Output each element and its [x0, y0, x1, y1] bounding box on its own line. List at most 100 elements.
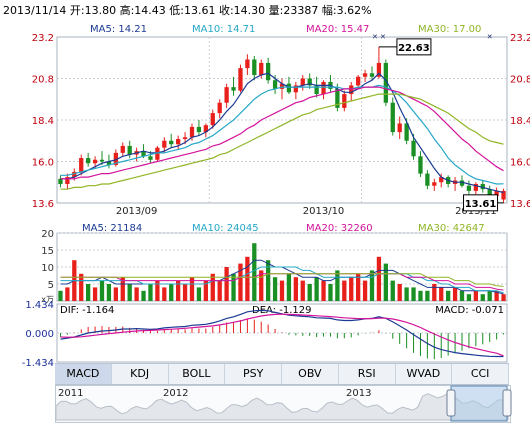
price-candle-body — [259, 62, 264, 76]
price-candle-body — [487, 189, 492, 197]
price-candle-body — [494, 190, 499, 197]
tab-psy[interactable]: PSY — [225, 364, 282, 384]
price-candle-body — [217, 102, 222, 114]
volume-bar — [390, 280, 395, 301]
volume-ma5-legend: MA5: 21184 — [82, 223, 143, 234]
volume-bar — [466, 294, 472, 301]
volume-bar — [307, 284, 312, 301]
price-candle-body — [79, 158, 84, 172]
tab-wvad[interactable]: WVAD — [396, 364, 453, 384]
tab-rsi[interactable]: RSI — [339, 364, 396, 384]
price-candle-body — [252, 59, 257, 76]
price-ytick-right: 23.2 — [510, 33, 530, 44]
volume-bar — [335, 270, 340, 301]
volume-bar — [113, 287, 118, 301]
volume-bar — [314, 277, 319, 301]
price-candle-body — [86, 158, 91, 164]
price-candle-body — [293, 85, 298, 93]
volume-bar — [487, 290, 492, 301]
tab-obv[interactable]: OBV — [282, 364, 339, 384]
volume-ytick: 20 — [41, 229, 54, 240]
macd-ytick: -1.434 — [22, 358, 54, 369]
price-candle-body — [473, 183, 478, 191]
price-candle-body — [210, 113, 215, 126]
price-candle-body — [342, 94, 347, 108]
price-candle-body — [369, 73, 375, 77]
price-candle-body — [356, 76, 361, 86]
volume-bar — [120, 277, 125, 301]
event-marker-icon: ✕ — [487, 33, 493, 41]
volume-bar — [446, 290, 451, 301]
price-candle-body — [99, 159, 105, 162]
macd-ytick: 1.434 — [25, 300, 54, 311]
price-candle-body — [162, 140, 167, 148]
volume-ytick: 15 — [41, 246, 54, 257]
volume-bar — [148, 284, 153, 301]
macd-dea-line — [60, 313, 504, 357]
tab-macd[interactable]: MACD — [55, 364, 112, 384]
price-candle-body — [155, 147, 160, 160]
range-navigator[interactable] — [55, 385, 511, 423]
price-ma30-legend: MA30: 17.00 — [418, 24, 482, 35]
price-candle-body — [189, 126, 195, 138]
volume-bar — [134, 287, 139, 301]
price-candle-body — [314, 85, 319, 95]
price-ytick-left: 20.8 — [32, 75, 54, 86]
price-candle-body — [459, 180, 465, 186]
price-candle-body — [65, 177, 70, 184]
volume-bar — [342, 280, 347, 301]
volume-bar — [369, 270, 375, 301]
volume-ma30-legend: MA30: 42647 — [418, 223, 485, 234]
price-candle-body — [148, 156, 153, 160]
volume-bar — [286, 273, 292, 301]
price-candle-body — [92, 159, 98, 164]
price-candle-body — [480, 183, 485, 190]
volume-bar — [155, 280, 160, 301]
price-candle-body — [72, 171, 77, 178]
volume-bar — [397, 284, 402, 301]
volume-bar — [259, 270, 264, 301]
volume-bar — [252, 243, 257, 301]
price-candle-body — [418, 156, 423, 174]
price-candle-body — [245, 59, 250, 69]
volume-bar — [494, 290, 499, 301]
volume-bar — [480, 294, 485, 301]
volume-bar — [141, 290, 146, 301]
volume-bar — [404, 287, 409, 301]
volume-bar — [501, 294, 506, 301]
tab-boll[interactable]: BOLL — [169, 364, 226, 384]
volume-bar — [210, 273, 215, 301]
price-xtick: 2013/11 — [455, 206, 497, 217]
high-price-callout: 22.63 — [398, 43, 430, 54]
price-ytick-right: 20.8 — [510, 75, 530, 86]
price-candle-body — [376, 62, 382, 77]
tab-cci[interactable]: CCI — [452, 364, 509, 384]
volume-bar — [279, 280, 285, 301]
price-ytick-left: 13.6 — [32, 199, 54, 210]
price-candle-body — [58, 178, 63, 184]
tab-kdj[interactable]: KDJ — [112, 364, 169, 384]
volume-bar — [356, 273, 361, 301]
volume-bar — [189, 277, 195, 301]
price-candle-body — [120, 145, 125, 153]
volume-bar — [245, 256, 250, 301]
volume-bar — [92, 287, 98, 301]
price-ytick-right: 16.0 — [510, 158, 530, 169]
price-candle-body — [349, 85, 354, 95]
price-candle-body — [335, 88, 340, 108]
volume-bar — [300, 280, 305, 301]
price-ma5-legend: MA5: 14.21 — [90, 24, 148, 35]
volume-bar — [203, 280, 208, 301]
volume-bar — [79, 273, 84, 301]
volume-bar — [176, 280, 181, 301]
volume-bar — [224, 267, 229, 301]
event-marker-icon: ✕ — [372, 33, 378, 41]
price-candle-body — [425, 173, 430, 186]
price-candle-body — [203, 125, 208, 133]
price-candle-body — [106, 161, 112, 165]
low-callout-box — [463, 194, 499, 212]
volume-bar — [376, 256, 382, 301]
volume-bar — [99, 280, 105, 301]
volume-bar — [86, 284, 91, 301]
price-candle-body — [397, 123, 402, 133]
